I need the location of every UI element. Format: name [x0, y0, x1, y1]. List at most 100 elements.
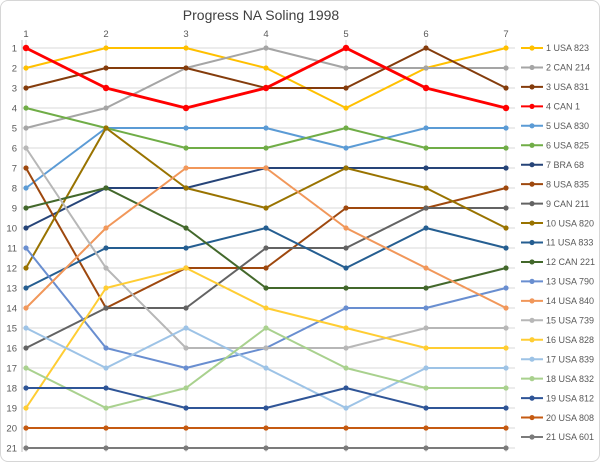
y-axis-tick-label: 17 — [6, 364, 17, 375]
series-marker — [23, 305, 29, 311]
y-axis-tick-label: 8 — [12, 184, 17, 195]
series-marker — [503, 125, 509, 131]
series-marker — [263, 205, 269, 211]
x-axis-tick-label: 1 — [23, 29, 28, 40]
series-marker — [183, 165, 189, 171]
series-marker — [503, 205, 509, 211]
legend-swatch-marker — [529, 103, 535, 109]
series-marker — [263, 405, 269, 411]
series-marker — [23, 425, 29, 431]
y-axis-tick-label: 13 — [6, 284, 17, 295]
series-marker — [23, 185, 29, 191]
legend-item-label: 7 BRA 68 — [546, 160, 584, 170]
legend-swatch-marker — [529, 123, 535, 129]
y-axis-tick-label: 9 — [12, 204, 17, 215]
series-marker — [343, 125, 349, 131]
x-axis-tick-label: 6 — [423, 29, 428, 40]
legend-swatch-marker — [529, 278, 535, 284]
series-marker — [343, 345, 349, 351]
series-marker — [23, 165, 29, 171]
legend-swatch-marker — [529, 181, 535, 187]
series-marker — [342, 44, 350, 52]
legend-item-label: 18 USA 832 — [546, 374, 594, 384]
legend-item-label: 20 USA 808 — [546, 413, 594, 423]
series-marker — [343, 145, 349, 151]
x-axis-tick-label: 4 — [263, 29, 268, 40]
legend-item-label: 8 USA 835 — [546, 179, 589, 189]
x-axis-tick-label: 3 — [183, 29, 188, 40]
legend-item-label: 21 USA 601 — [546, 432, 594, 442]
series-marker — [23, 285, 29, 291]
series-marker — [263, 225, 269, 231]
series-marker — [23, 245, 29, 251]
x-axis-tick-label: 2 — [103, 29, 108, 40]
series-marker — [502, 104, 510, 112]
series-marker — [263, 125, 269, 131]
legend-swatch-marker — [529, 201, 535, 207]
series-marker — [263, 425, 269, 431]
series-marker — [183, 325, 189, 331]
legend-swatch-marker — [529, 317, 535, 323]
legend-item-label: 10 USA 820 — [546, 218, 594, 228]
series-marker — [343, 65, 349, 71]
series-marker — [423, 125, 429, 131]
series-marker — [423, 345, 429, 351]
series-marker — [263, 165, 269, 171]
series-marker — [182, 104, 190, 112]
legend-swatch-marker — [529, 45, 535, 51]
y-axis-tick-label: 5 — [12, 124, 17, 135]
series-marker — [263, 365, 269, 371]
series-marker — [183, 365, 189, 371]
legend-swatch-marker — [529, 64, 535, 71]
series-marker — [423, 305, 429, 311]
series-marker — [503, 345, 509, 351]
series-marker — [263, 145, 269, 151]
series-marker — [423, 325, 429, 331]
series-marker — [262, 84, 270, 92]
series-marker — [503, 365, 509, 371]
series-marker — [183, 345, 189, 351]
series-marker — [23, 265, 29, 271]
y-axis-tick-label: 12 — [6, 264, 17, 275]
series-marker — [23, 125, 29, 131]
series-marker — [343, 165, 349, 171]
y-axis-tick-label: 4 — [12, 104, 17, 115]
legend-swatch-marker — [529, 395, 535, 401]
series-marker — [423, 145, 429, 151]
legend-item-label: 19 USA 812 — [546, 393, 594, 403]
legend-swatch-marker — [529, 142, 535, 148]
series-marker — [423, 165, 429, 171]
series-marker — [422, 84, 430, 92]
y-axis-tick-label: 16 — [6, 344, 17, 355]
series-marker — [103, 385, 109, 391]
series-marker — [343, 365, 349, 371]
legend-item-label: 13 USA 790 — [546, 277, 594, 287]
y-axis-tick-label: 15 — [6, 324, 17, 335]
legend-swatch-marker — [529, 298, 535, 304]
series-marker — [343, 445, 349, 451]
series-marker — [503, 265, 509, 271]
legend-item-label: 9 CAN 211 — [546, 199, 589, 209]
series-marker — [103, 445, 109, 451]
legend-swatch-marker — [529, 162, 535, 168]
series-marker — [263, 445, 269, 451]
legend-swatch-marker — [529, 414, 535, 421]
series-marker — [343, 325, 349, 331]
series-marker — [183, 65, 189, 71]
y-axis-tick-label: 20 — [6, 424, 17, 435]
series-marker — [103, 245, 109, 251]
y-axis-tick-label: 14 — [6, 304, 17, 315]
series-marker — [423, 265, 429, 271]
series-marker — [183, 145, 189, 151]
series-marker — [103, 105, 109, 111]
legend-item-label: 5 USA 830 — [546, 121, 589, 131]
chart-title: Progress NA Soling 1998 — [182, 7, 340, 23]
series-marker — [103, 125, 109, 131]
legend-item-label: 3 USA 831 — [546, 82, 589, 92]
series-marker — [423, 45, 429, 51]
series-marker — [503, 385, 509, 391]
series-marker — [23, 145, 29, 151]
series-marker — [503, 165, 509, 171]
series-marker — [263, 305, 269, 311]
